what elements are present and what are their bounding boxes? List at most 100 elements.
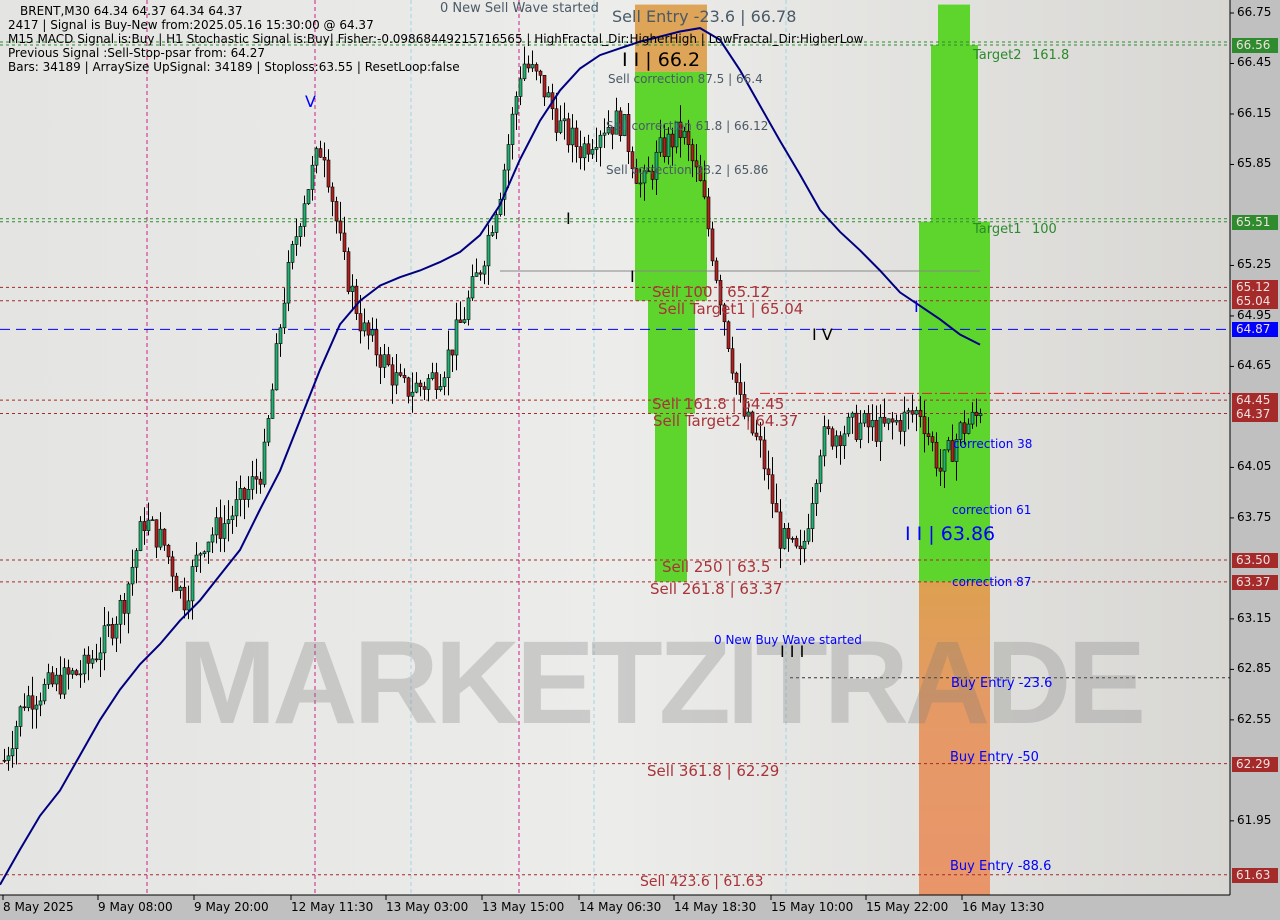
candle-body [758,436,763,441]
candle-body [382,354,387,368]
candle-body [746,411,751,417]
candle-body [354,285,359,314]
candle-body [806,528,811,542]
candle-body [306,189,311,205]
candle-body [442,377,447,387]
candle-body [714,260,719,281]
candle-body [510,113,515,145]
candle-body [490,232,495,236]
price-tick-label: 62.55 [1237,711,1272,726]
candle-body [918,410,923,417]
candle-body [366,322,371,336]
candle-body [526,63,531,69]
price-tick-label: 66.15 [1237,105,1272,120]
candle-body [246,489,251,500]
target1-level: 100 [1032,222,1057,237]
sell-target-zone-3 [655,413,687,582]
candle-body [538,70,543,76]
candle-body [618,110,623,136]
candle-body [62,667,67,695]
wave-i-label-c: I [914,297,919,316]
target2-level: 161.8 [1032,48,1070,63]
candle-body [10,748,15,757]
candle-body [466,297,471,320]
candle-body [346,251,351,292]
candle-body [154,519,159,548]
candle-body [26,695,31,708]
price-tick-label: 63.75 [1237,509,1272,524]
candle-body [302,203,307,227]
buy-entry-zone [919,581,990,895]
candle-body [482,265,487,275]
candle-body [542,75,547,98]
signal-line: 2417 | Signal is Buy-New from:2025.05.16… [8,18,374,32]
candle-body [742,394,747,417]
candle-body [134,550,139,568]
time-tick-label: 9 May 08:00 [98,900,173,914]
price-level-tag: 64.37 [1232,406,1278,422]
candle-body [930,436,935,443]
sell-target-zone-2 [648,300,695,414]
moving-average-line [0,27,981,886]
time-ticks [2,895,963,900]
candle-body [802,540,807,550]
candle-body [350,285,355,292]
candle-body [434,372,439,390]
candle-body [966,423,971,434]
candle-body [886,418,891,424]
symbol-line: BRENT,M30 64.34 64.37 64.34 64.37 [20,4,243,18]
candle-body [394,372,399,386]
candle-body [338,220,343,234]
candle-body [866,413,871,428]
candle-body [814,483,819,504]
candle-body [274,343,279,391]
candle-body [314,148,319,166]
wave-iv-label: I V [812,325,833,344]
candle-body [530,64,535,69]
candle-body [850,412,855,418]
sell-3618-label: Sell 361.8 | 62.29 [647,762,780,780]
candle-body [934,441,939,469]
candle-body [294,236,299,245]
indicators-line: M15 MACD Signal is:Buy | H1 Stochastic S… [8,32,864,46]
candle-body [262,441,267,485]
candle-body [126,583,131,614]
candle-body [870,419,875,428]
candle-body [730,348,735,374]
candle-body [902,411,907,432]
price-tick-label: 66.45 [1237,55,1272,70]
candle-body [586,143,591,155]
candle-body [958,422,963,440]
candle-body [198,553,203,556]
candle-body [642,170,647,184]
candle-body [674,121,679,148]
candle-body [110,624,115,639]
candle-body [238,488,243,500]
candle-body [710,228,715,262]
candle-body [650,170,655,180]
sell-correction-382: Sell correction 38.2 | 65.86 [606,163,769,177]
sell-target1-label: Sell Target1 | 65.04 [658,300,804,318]
candle-body [798,545,803,550]
wave-i-label-a: I [566,209,571,228]
candle-body [738,382,743,395]
candle-body [202,551,207,555]
candle-body [706,196,711,230]
time-tick-label: 13 May 15:00 [482,900,565,914]
candle-body [562,118,567,122]
candle-body [34,704,39,710]
candle-body [638,182,643,185]
candle-body [454,319,459,356]
candle-body [502,169,507,200]
candle-body [574,127,579,147]
candle-body [862,413,867,424]
candle-body [106,624,111,627]
time-tick-label: 15 May 10:00 [771,900,854,914]
candle-body [506,144,511,171]
wave-ii-bottom-label: I I | 63.86 [905,523,996,545]
candle-body [162,528,167,546]
price-level-tag: 61.63 [1232,867,1278,883]
zones-layer [635,4,990,895]
candle-body [330,186,335,202]
